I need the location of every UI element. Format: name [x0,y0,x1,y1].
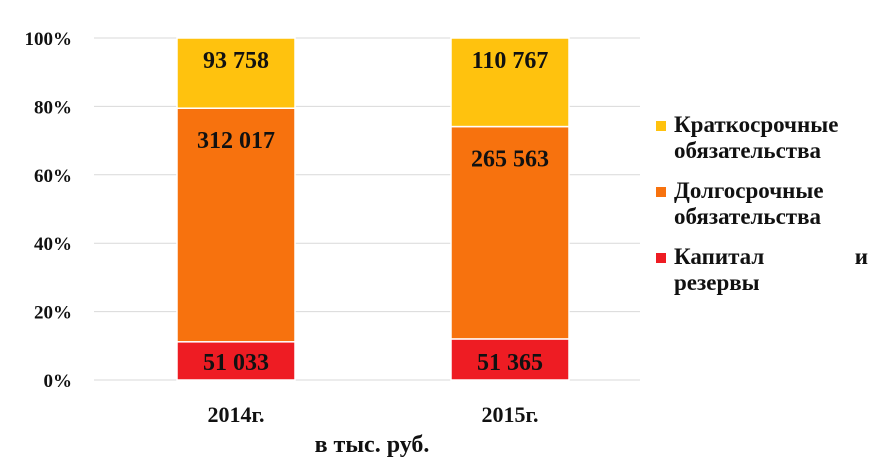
legend-item: Долгосрочные обязательства [656,178,868,230]
legend-swatch [656,121,666,131]
data-label: 312 017 [197,128,275,154]
data-label: 265 563 [471,147,549,173]
legend-label: Долгосрочные обязательства [674,178,824,229]
bar-segment [176,107,296,343]
y-tick-label: 0% [44,371,73,392]
legend-label: Краткосрочные обязательства [674,112,839,163]
y-tick-label: 40% [34,234,72,255]
bar-segment [450,37,570,128]
unit-label: в тыс. руб. [315,432,430,458]
data-label: 51 365 [477,350,543,376]
data-label: 110 767 [472,48,549,74]
y-tick-label: 80% [34,97,72,118]
bars: 51 033 312 017 93 758 51 365 265 563 110 767 [176,37,570,381]
bar-segment [450,125,570,340]
legend-item: Капитал и резервы [656,244,868,296]
legend-swatch [656,187,666,197]
x-tick-label: 2015г. [481,402,538,427]
bar-segment [176,37,296,109]
data-label: 51 033 [203,350,269,376]
legend-item: Краткосрочные обязательства [656,112,868,164]
y-tick-label: 20% [34,303,72,324]
bar-segment [176,341,296,381]
y-tick-label: 60% [34,166,72,187]
x-tick-label: 2014г. [207,402,264,427]
y-axis-ticks: 0% 20% 40% 60% 80% 100% [25,29,73,392]
data-label: 93 758 [203,48,269,74]
legend: Краткосрочные обязательства Долгосрочные … [656,112,868,310]
bar-segment [450,338,570,381]
x-axis-labels: 2014г. 2015г. [207,402,538,427]
legend-label: Капитал и резервы [674,244,868,295]
legend-swatch [656,253,666,263]
y-tick-label: 100% [25,29,73,50]
